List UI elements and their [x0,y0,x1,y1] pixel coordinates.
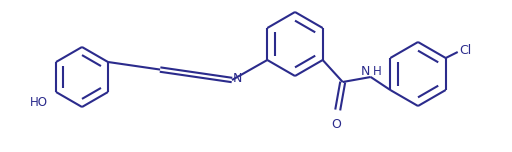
Text: O: O [331,118,340,131]
Text: HO: HO [30,95,48,109]
Text: Cl: Cl [460,43,472,57]
Text: N: N [360,64,370,78]
Text: H: H [373,64,381,78]
Text: N: N [233,71,242,85]
